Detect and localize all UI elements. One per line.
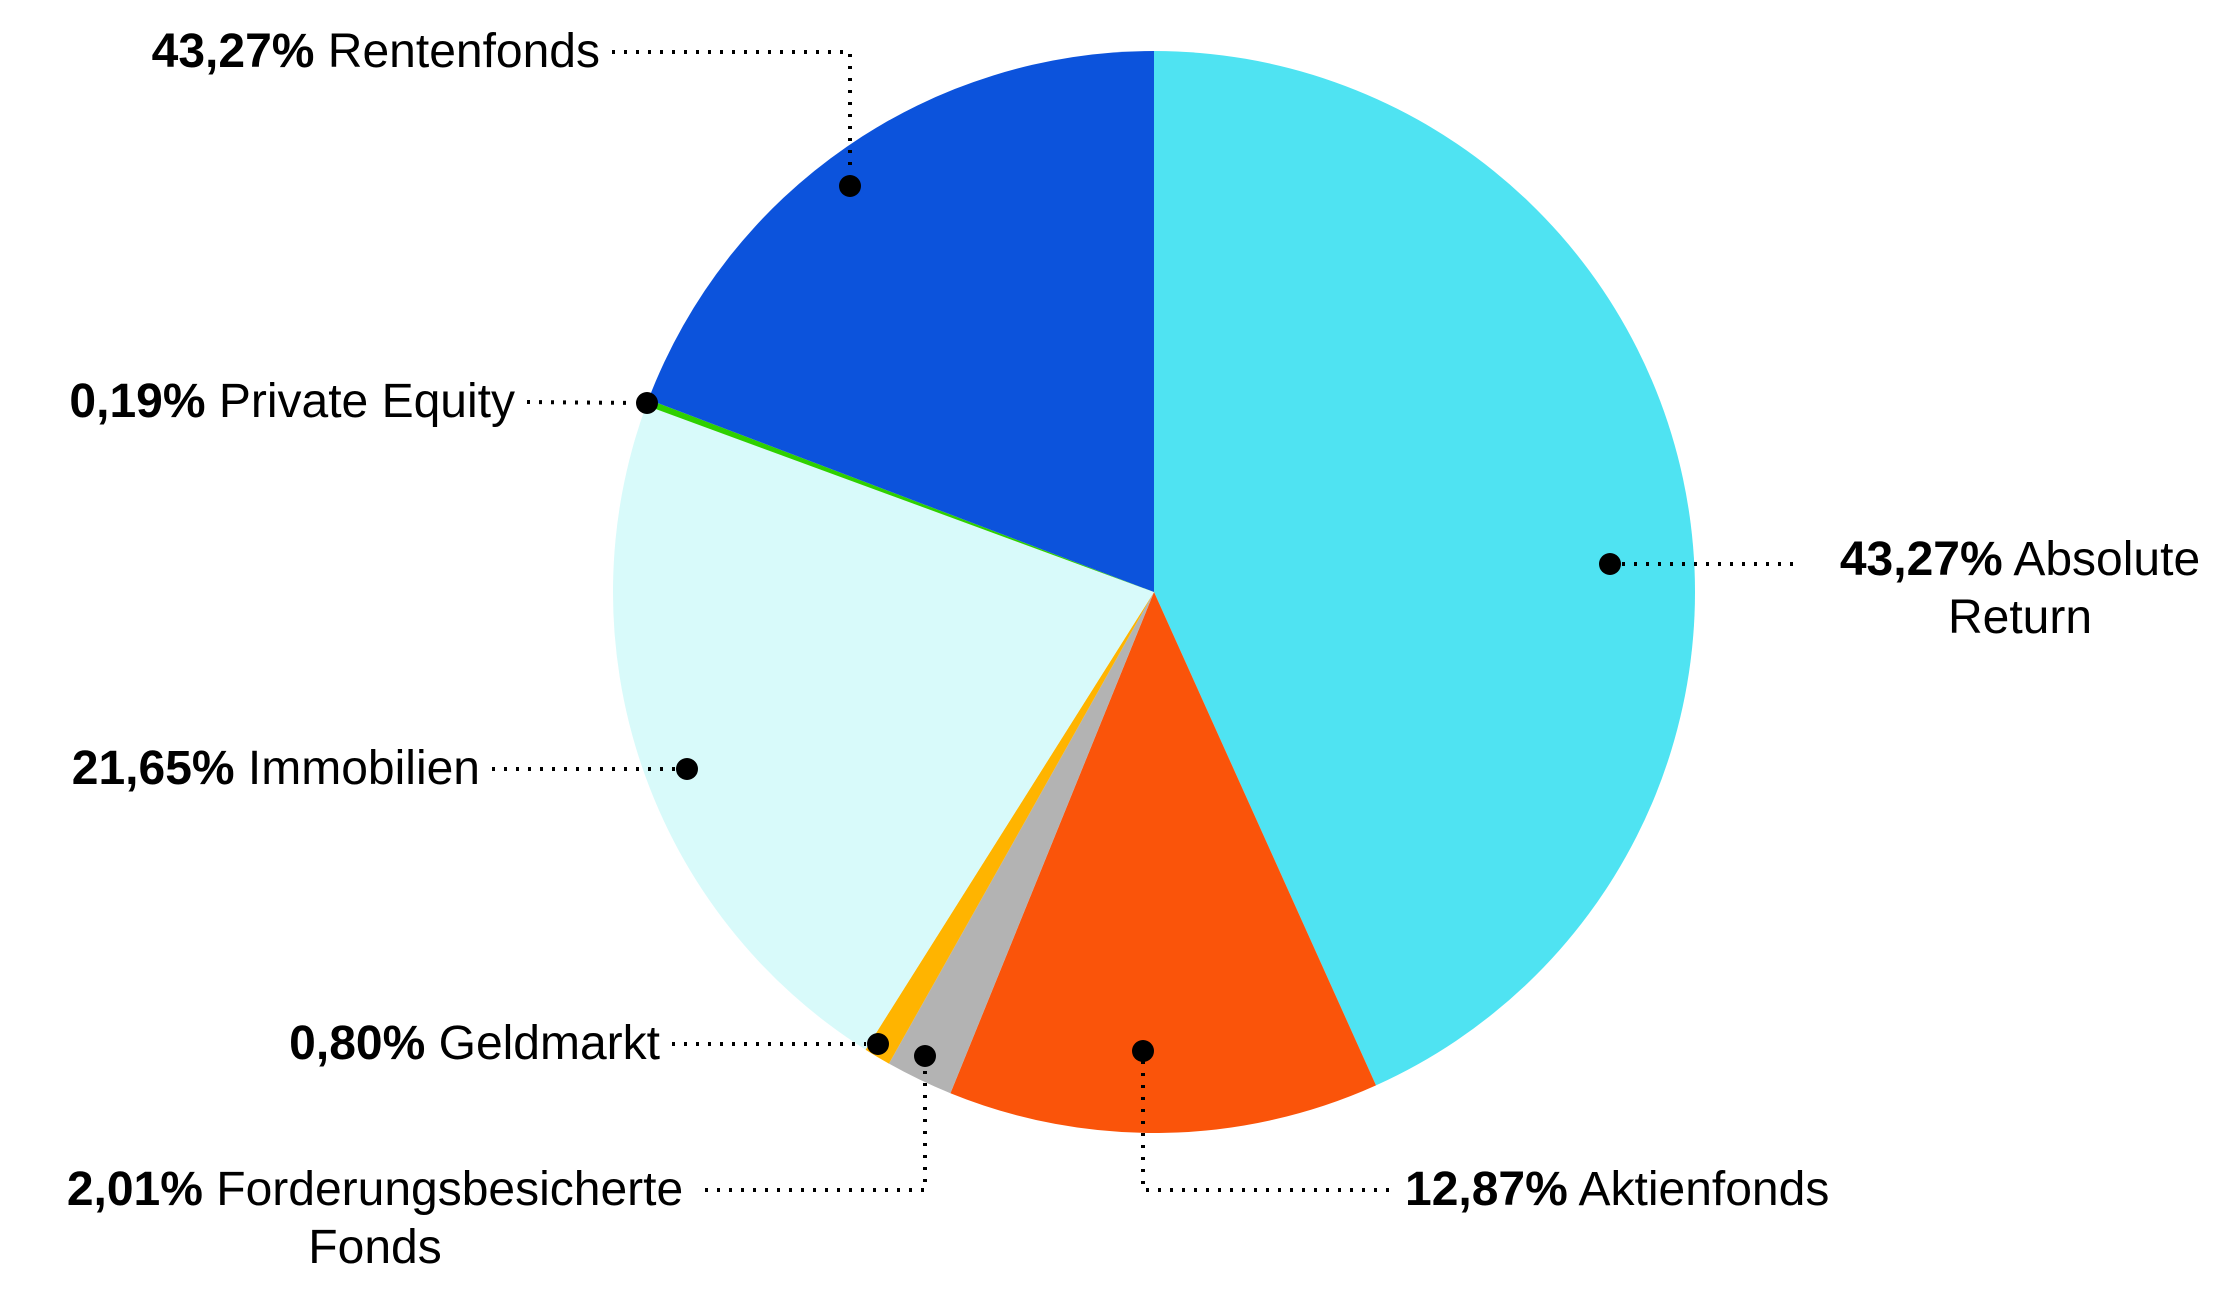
slice-rentenfonds [648, 51, 1154, 592]
anchor-dot-rentenfonds [839, 175, 861, 197]
slice-forderungsbesicherte-fonds [888, 592, 1154, 1094]
anchor-dot-aktienfonds [1132, 1040, 1154, 1062]
anchor-dot-private-equity [636, 392, 658, 414]
leader-line-private-equity [526, 400, 636, 405]
anchor-dot-forderungsbesicherte-fonds [914, 1045, 936, 1067]
slice-immobilien [612, 405, 1154, 1050]
anchor-dot-immobilien [676, 758, 698, 780]
leader-line-rentenfonds [612, 50, 852, 174]
anchor-dots [636, 175, 1621, 1067]
anchor-dot-geldmarkt [867, 1033, 889, 1055]
leader-line-forderungsbesicherte-fonds [705, 1066, 927, 1192]
leader-lines [492, 50, 1795, 1192]
slice-geldmarkt [865, 592, 1154, 1064]
pie-slices [612, 51, 1696, 1134]
slice-private-equity [646, 399, 1154, 592]
anchor-dot-absolute-return [1599, 553, 1621, 575]
slice-absolute-return [1154, 51, 1696, 1086]
slice-aktienfonds [950, 592, 1377, 1134]
